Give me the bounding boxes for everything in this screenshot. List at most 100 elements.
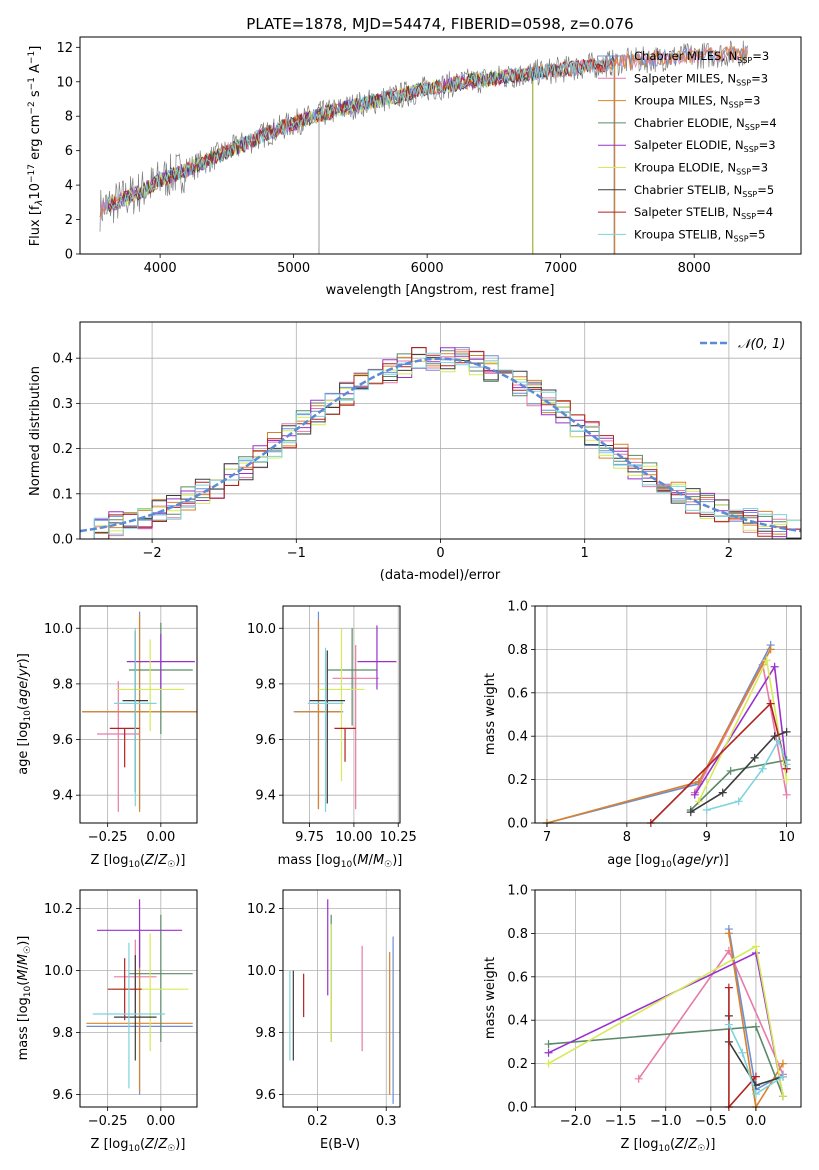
age-vs-Z-ytick-label: 10.0	[44, 622, 73, 637]
age-vs-Z-marks	[82, 611, 197, 812]
spectrum-model-line	[106, 56, 615, 215]
weight-vs-age-ytick-label: 0.2	[507, 773, 528, 788]
spectrum-legend-label: Chabrier ELODIE, NSSP=4	[634, 116, 777, 132]
mass-vs-Z-frame	[79, 889, 198, 1108]
mass-vs-EBV-ytick-label: 10.0	[247, 964, 276, 979]
weight-vs-age-ytick-label: 0.4	[507, 730, 528, 745]
age-vs-mass-xtick-label: 10.25	[380, 830, 417, 845]
residual-histogram-step	[80, 347, 801, 540]
weight-vs-age-point-marker	[758, 764, 767, 773]
spectrum-legend-label: Chabrier STELIB, NSSP=5	[634, 183, 774, 199]
weight-vs-Z-ytick-label: 0.2	[507, 1057, 528, 1072]
spectrum-ytick-label: 10	[56, 75, 73, 90]
mass-vs-Z-xlabel: Z [log10(Z/Z☉)]	[91, 1137, 186, 1154]
mass-vs-EBV-panel: 0.2 0.3 9.6 9.8 10.0 10.2 E(B-V)	[247, 889, 401, 1152]
weight-vs-age-point-marker	[762, 656, 771, 665]
weight-vs-age-ytick-label: 0.0	[507, 817, 528, 832]
spectrum-xtick-label: 5000	[277, 261, 310, 276]
age-vs-mass-ticks: 9.75 10.00 10.25 9.4 9.6 9.8 10.0	[247, 622, 417, 845]
mass-vs-Z-ticks: −0.25 0.00 9.6 9.8 10.0 10.2	[44, 902, 175, 1129]
weight-vs-age-xlabel: age [log10(age/yr)]	[607, 853, 729, 870]
age-vs-Z-ytick-label: 9.6	[52, 733, 73, 748]
spectrum-xtick-label: 7000	[544, 261, 577, 276]
weight-vs-Z-point-marker	[724, 1020, 733, 1029]
weight-vs-age-point-marker	[750, 753, 759, 762]
residuals-xtick-label: −1	[287, 546, 306, 561]
residuals-xlabel: (data-model)/error	[380, 568, 501, 583]
weight-vs-age-xtick-label: 8	[623, 830, 631, 845]
mass-vs-EBV-xlabel: E(B-V)	[320, 1137, 360, 1152]
weight-vs-Z-ytick-label: 0.4	[507, 1014, 528, 1029]
weight-vs-age-point-marker	[690, 790, 699, 799]
weight-vs-Z-ytick-label: 1.0	[507, 884, 528, 899]
weight-vs-Z-series-line	[728, 1024, 784, 1096]
age-vs-mass-ytick-label: 10.0	[247, 622, 276, 637]
spectrum-curves	[99, 40, 749, 254]
spectrum-ytick-label: 8	[65, 110, 73, 125]
weight-vs-Z-xtick-label: −2.0	[560, 1114, 592, 1129]
weight-vs-age-point-marker	[766, 645, 775, 654]
weight-vs-Z-point-marker	[724, 929, 733, 938]
spectrum-legend-label: Chabrier MILES, NSSP=3	[634, 49, 769, 65]
age-vs-Z-ticks: −0.25 0.00 9.4 9.6 9.8 10.0	[44, 622, 175, 845]
age-vs-mass-ytick-label: 9.4	[255, 789, 276, 804]
age-vs-mass-panel: 9.75 10.00 10.25 9.4 9.6 9.8 10.0 mass [log10(…	[247, 605, 417, 870]
residuals-ytick-label: 0.1	[52, 487, 73, 502]
weight-vs-Z-point-marker	[738, 1048, 747, 1057]
weight-vs-age-point-marker	[770, 732, 779, 741]
mass-vs-EBV-ytick-label: 9.6	[255, 1088, 276, 1103]
spectrum-legend-label: Kroupa STELIB, NSSP=5	[634, 227, 765, 243]
weight-vs-Z-xlabel: Z [log10(Z/Z☉)]	[621, 1137, 716, 1154]
age-vs-mass-frame	[282, 605, 401, 824]
weight-vs-age-ylabel: mass weight	[483, 673, 498, 755]
residuals-ytick-label: 0.2	[52, 442, 73, 457]
age-vs-mass-xtick-label: 9.75	[295, 830, 324, 845]
weight-vs-age-point-marker	[766, 699, 775, 708]
mass-vs-EBV-grid	[283, 890, 400, 1107]
spectrum-frame	[79, 36, 802, 255]
weight-vs-Z-point-marker	[751, 942, 760, 951]
spectrum-legend-label: Kroupa ELODIE, NSSP=3	[634, 161, 768, 177]
weight-vs-age-point-marker	[726, 766, 735, 775]
weight-vs-age-xtick-label: 10	[778, 830, 795, 845]
mass-vs-Z-xtick-label: 0.00	[146, 1114, 175, 1129]
mass-vs-Z-ytick-label: 9.6	[52, 1088, 73, 1103]
weight-vs-Z-point-marker	[778, 1092, 787, 1101]
mass-vs-Z-ytick-label: 10.2	[44, 902, 73, 917]
spectrum-title: PLATE=1878, MJD=54474, FIBERID=0598, z=0…	[246, 15, 633, 33]
weight-vs-Z-point-marker	[724, 983, 733, 992]
spectrum-ytick-label: 2	[65, 213, 73, 228]
weight-vs-age-point-marker	[694, 797, 703, 806]
weight-vs-Z-point-marker	[634, 1074, 643, 1083]
age-vs-mass-ytick-label: 9.6	[255, 733, 276, 748]
age-vs-Z-ytick-label: 9.8	[52, 677, 73, 692]
weight-vs-age-point-marker	[782, 790, 791, 799]
weight-vs-age-panel: 7 8 9 10 0.0 0.2 0.4 0.6 0.8 1.0 age [log10(age/y…	[483, 600, 802, 870]
age-vs-mass-marks	[293, 611, 397, 812]
residuals-xtick-label: 2	[725, 546, 733, 561]
weight-vs-Z-xtick-label: 0.0	[746, 1114, 767, 1129]
weight-vs-Z-ticks: −2.0 −1.5 −1.0 −0.5 0.0 0.0 0.2 0.4 0.6 0.8 1.0	[507, 884, 766, 1130]
spectrum-xtick-label: 6000	[411, 261, 444, 276]
mass-vs-EBV-ytick-label: 10.2	[247, 902, 276, 917]
spectrum-ticks: 4000 5000 6000 7000 8000 0 2 4 6 8 10 12	[56, 41, 710, 276]
residuals-panel: −2 −1 0 1 2 0.0 0.1 0.2 0.3 0.4 (data-model)/erro…	[28, 321, 802, 583]
mass-vs-Z-marks	[86, 899, 193, 1095]
mass-vs-EBV-frame	[282, 889, 401, 1108]
age-vs-Z-xtick-label: 0.00	[146, 830, 175, 845]
spectrum-ytick-label: 12	[56, 41, 73, 56]
weight-vs-age-xtick-label: 7	[543, 830, 551, 845]
weight-vs-Z-ytick-label: 0.8	[507, 927, 528, 942]
weight-vs-age-marks	[542, 641, 791, 827]
residuals-ytick-label: 0.0	[52, 533, 73, 548]
mass-vs-Z-panel: −0.25 0.009.69.810.010.2 Z [log10(Z/Z☉)] …	[16, 889, 198, 1154]
spectrum-xtick-label: 8000	[678, 261, 711, 276]
residuals-ytick-label: 0.4	[52, 352, 73, 367]
weight-vs-age-point-marker	[782, 760, 791, 769]
mass-vs-EBV-ytick-label: 9.8	[255, 1026, 276, 1041]
spectrum-legend-label: Kroupa MILES, NSSP=3	[634, 94, 760, 110]
weight-vs-Z-xtick-label: −1.5	[605, 1114, 637, 1129]
age-vs-mass-xlabel: mass [log10(M/M☉)]	[278, 853, 403, 870]
age-vs-mass-ytick-label: 9.8	[255, 677, 276, 692]
